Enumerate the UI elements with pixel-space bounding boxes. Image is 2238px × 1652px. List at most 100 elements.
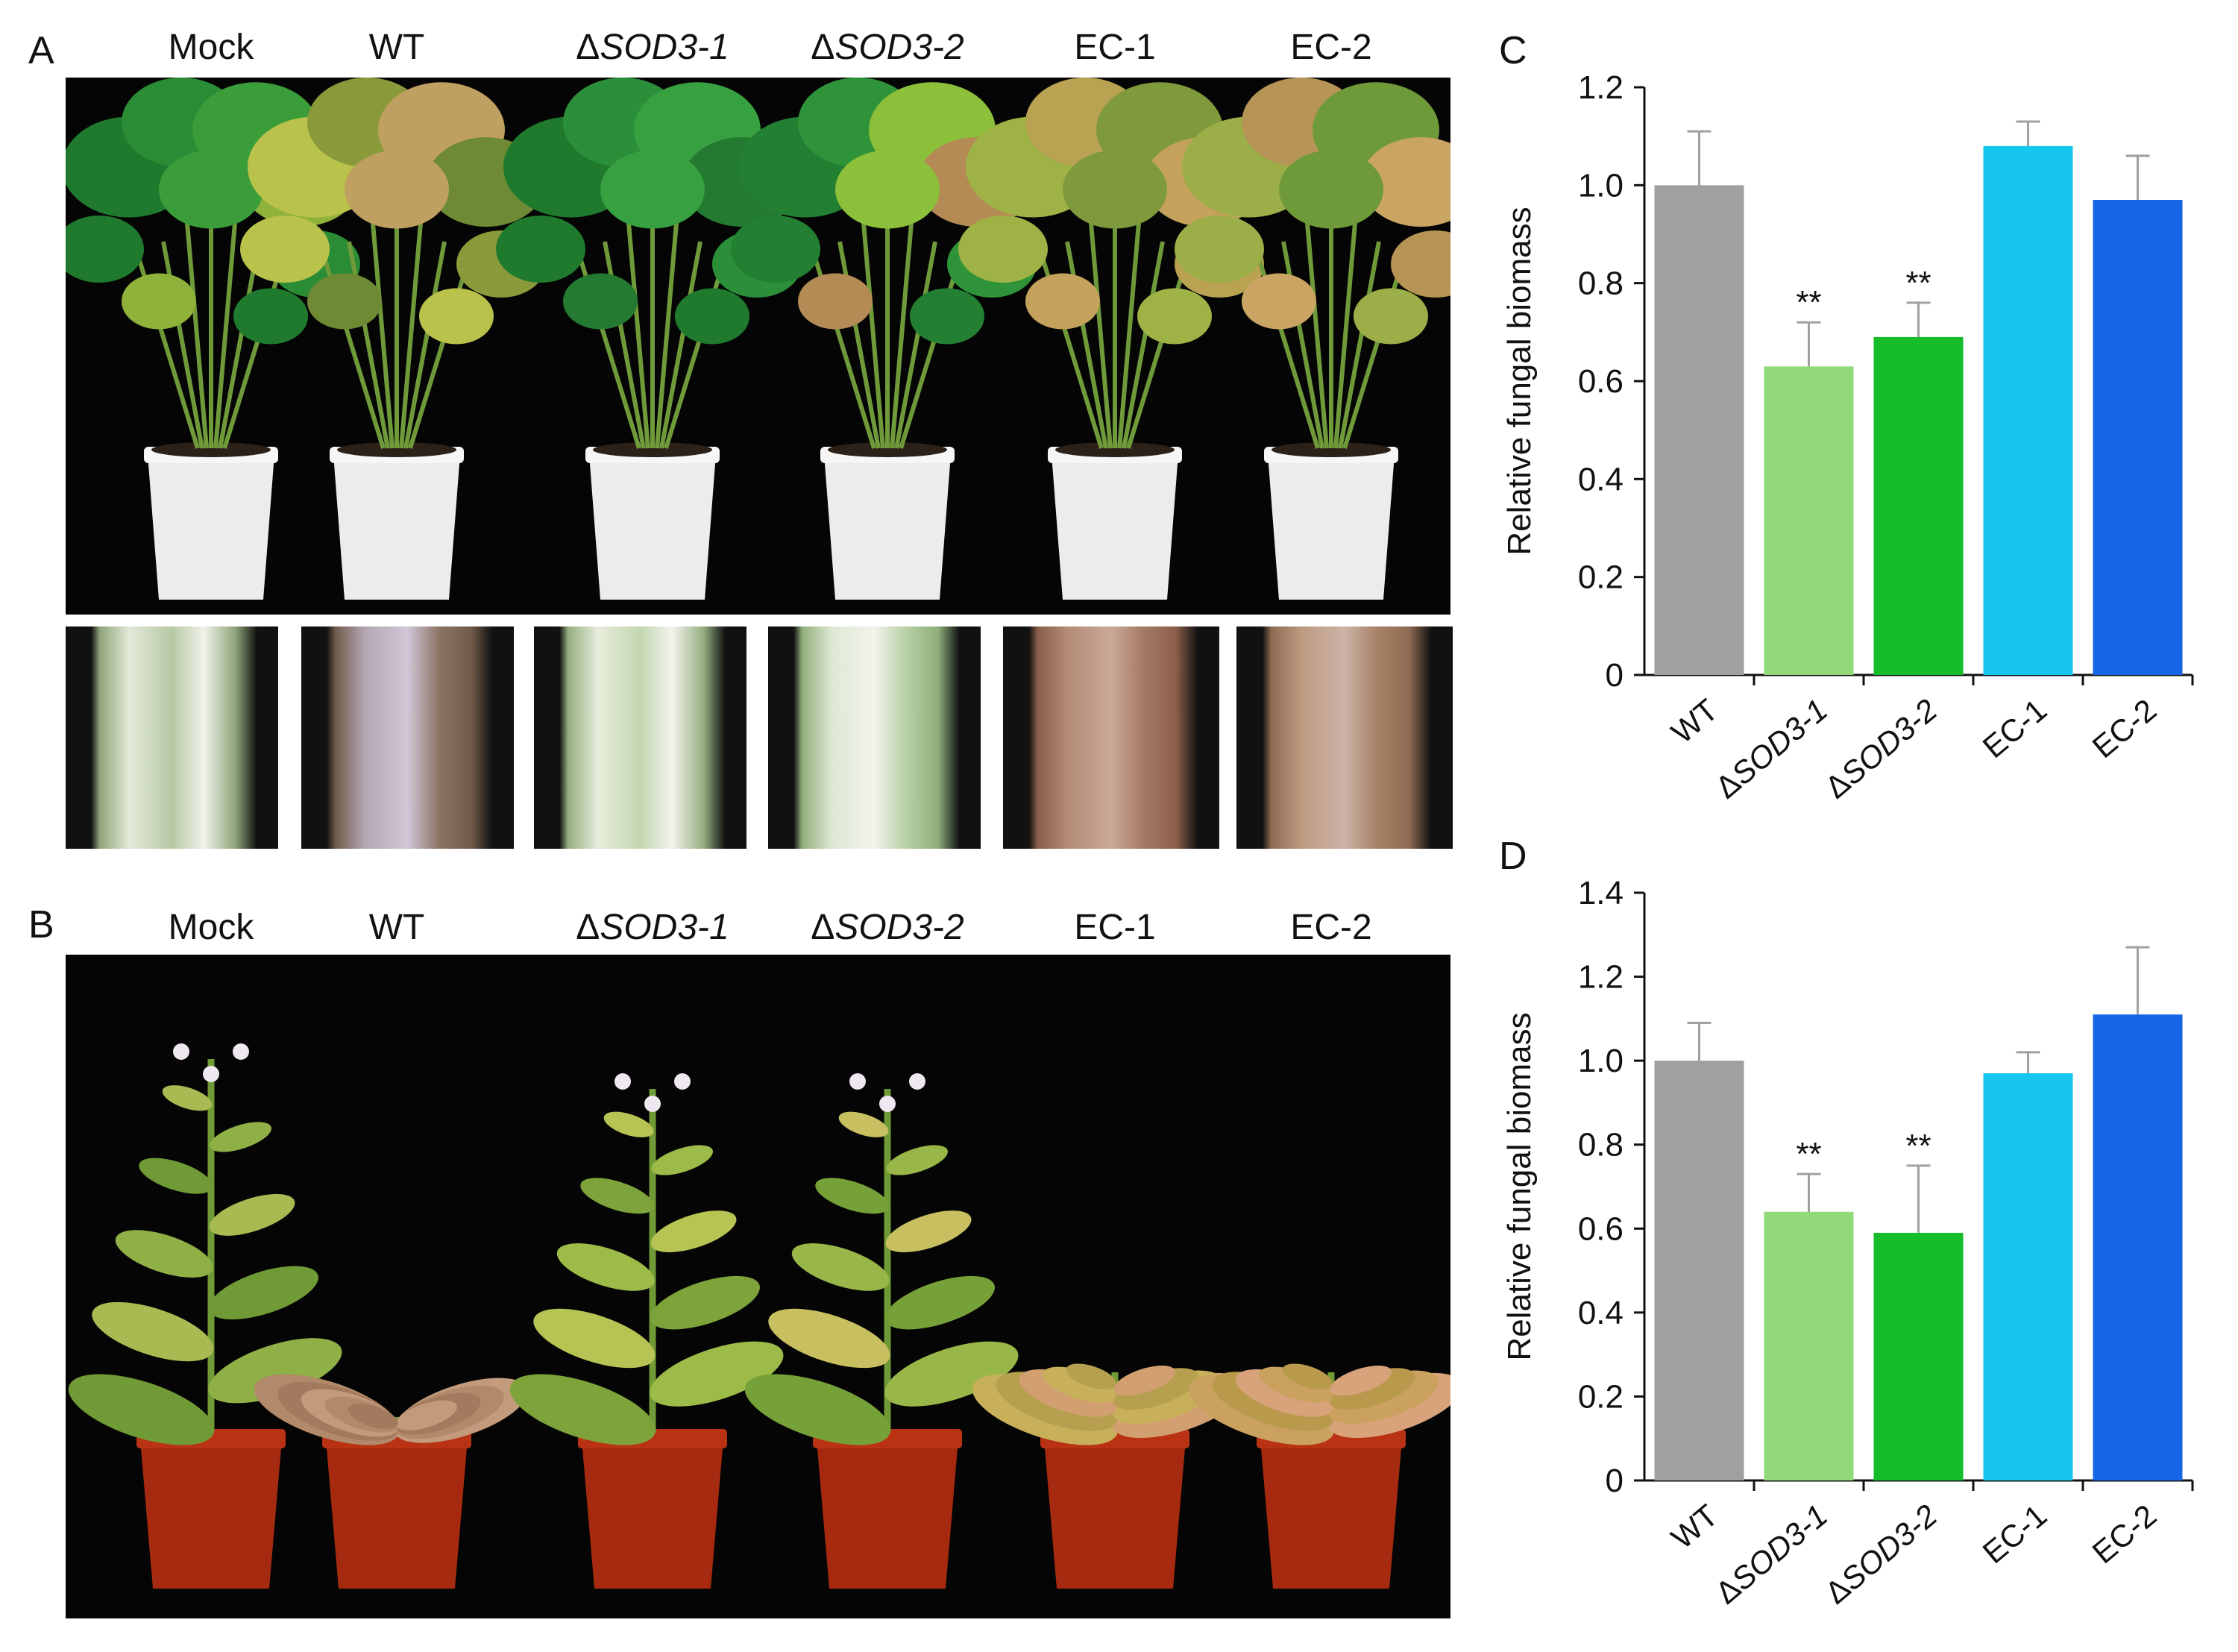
leaf <box>1282 1363 1333 1389</box>
leaf <box>122 273 196 330</box>
bar-ΔSOD3-2 <box>1873 1232 1964 1480</box>
white-pot <box>148 454 274 600</box>
leaf <box>1354 288 1428 345</box>
x-tick-label: EC-1 <box>1976 1498 2054 1571</box>
plant-stem <box>213 222 237 449</box>
leaf <box>419 288 494 345</box>
red-pot <box>817 1439 958 1589</box>
leaf <box>563 273 638 330</box>
panel-b-plant-illustration <box>68 1043 1450 1589</box>
panel-b-column-label: ΔSOD3-2 <box>811 908 964 947</box>
pot-soil <box>593 442 712 457</box>
pot-soil <box>828 442 947 457</box>
pot-soil <box>337 442 456 457</box>
white-pot <box>1052 454 1178 600</box>
leaf <box>162 1085 213 1111</box>
bar-ΔSOD3-1 <box>1764 366 1854 675</box>
leaf <box>159 150 263 229</box>
panel-a-column-label: ΔSOD3-1 <box>576 28 729 67</box>
leaf <box>556 1243 655 1291</box>
plant-stem <box>403 241 447 449</box>
x-tick-label: ΔSOD3-1 <box>1709 692 1834 805</box>
flower <box>233 1043 249 1060</box>
y-tick-label: 0 <box>1606 1463 1624 1499</box>
chart-d: 0 0.2 0.4 0.6 0.8 1.0 1.2 1.4 Relative fungal bi… <box>1501 875 2194 1611</box>
panel-a-column-label: ΔSOD3-2 <box>811 28 964 67</box>
plant-stem <box>655 222 679 449</box>
leaf <box>1175 216 1264 283</box>
leaf <box>208 1338 342 1404</box>
panel-a-column-label: Mock <box>168 28 254 67</box>
leaf <box>885 1210 972 1253</box>
leaf <box>1329 1368 1415 1410</box>
panel-a-column-label: EC-1 <box>1074 28 1156 67</box>
leaf <box>509 1374 656 1445</box>
significance-label: ** <box>1905 265 1931 301</box>
panel-b-column-label: Mock <box>168 908 254 947</box>
x-tick-label: ΔSOD3-2 <box>1818 1498 1943 1611</box>
stem-section-image <box>301 626 514 849</box>
leaf <box>651 1145 713 1175</box>
leaf <box>884 1341 1019 1407</box>
plant-stem <box>890 222 914 449</box>
leaf <box>139 1158 213 1194</box>
y-tick-label: 1.4 <box>1578 875 1624 911</box>
plant-stem <box>371 222 395 449</box>
leaf <box>791 1243 890 1291</box>
y-axis-label: Relative fungal biomass <box>1501 1012 1538 1360</box>
leaf <box>1025 273 1100 330</box>
flower <box>909 1073 925 1090</box>
y-tick-label: 1.0 <box>1578 1043 1624 1079</box>
stem-section-image <box>1236 626 1453 849</box>
plant-stem <box>659 241 702 449</box>
leaf <box>835 150 940 229</box>
leaf <box>1361 137 1450 227</box>
red-pot <box>582 1439 723 1589</box>
leaf <box>958 216 1048 283</box>
x-tick-label: ΔSOD3-1 <box>1709 1498 1834 1611</box>
leaf <box>345 150 449 229</box>
x-tick-label: ΔSOD3-2 <box>1818 692 1943 805</box>
leaf <box>768 1308 890 1369</box>
flower <box>203 1066 219 1082</box>
flower <box>173 1043 189 1060</box>
bar-EC-1 <box>1983 145 2073 676</box>
plant-stem <box>1089 222 1113 449</box>
stem-section-image <box>66 626 278 849</box>
y-tick-label: 1.0 <box>1578 167 1624 204</box>
plant-stem <box>894 241 937 449</box>
leaf <box>240 216 330 283</box>
red-pot <box>1044 1439 1186 1589</box>
bar-WT <box>1654 1061 1744 1480</box>
plant-stem <box>1117 222 1141 449</box>
leaf <box>650 1275 760 1330</box>
leaf <box>209 1193 295 1236</box>
leaf <box>208 1266 318 1320</box>
leaf <box>1066 1363 1116 1389</box>
leaf <box>1330 1365 1392 1396</box>
panel-a-letter: A <box>28 29 54 72</box>
leaf <box>1113 1368 1199 1410</box>
stem-section-image <box>534 626 746 849</box>
leaf <box>910 288 984 345</box>
panel-b-letter: B <box>28 903 54 946</box>
x-tick-label: EC-2 <box>2086 1498 2163 1571</box>
panel-b-column-label: WT <box>368 908 425 947</box>
flower <box>644 1096 661 1112</box>
plant-stem <box>185 222 209 449</box>
leaf <box>1063 150 1167 229</box>
leaf <box>1259 1366 1333 1403</box>
leaf <box>307 273 382 330</box>
x-tick-label: WT <box>1665 1498 1724 1556</box>
leaf <box>650 1341 784 1407</box>
red-pot <box>1260 1439 1402 1589</box>
flower <box>849 1073 866 1090</box>
x-tick-label: EC-1 <box>1976 692 2054 765</box>
y-tick-label: 1.2 <box>1578 69 1624 106</box>
panel-b-plant-photo <box>66 955 1450 1618</box>
flower <box>879 1096 896 1112</box>
leaf <box>884 1275 995 1330</box>
plant-stem <box>218 241 261 449</box>
leaf <box>1113 1365 1175 1396</box>
leaf <box>395 1400 457 1430</box>
